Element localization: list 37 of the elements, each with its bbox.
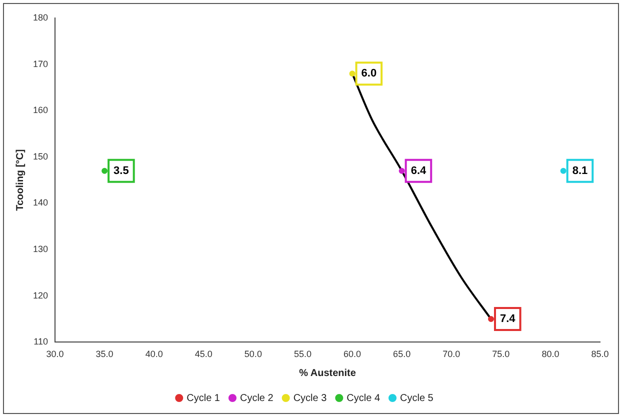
- legend-label: Cycle 3: [293, 392, 328, 404]
- annotation: 3.5: [114, 164, 129, 177]
- x-tick-label: 30.0: [46, 349, 64, 360]
- x-tick-label: 75.0: [492, 349, 510, 360]
- y-tick-label: 130: [32, 244, 48, 254]
- point: [488, 316, 494, 322]
- x-tick-label: 35.0: [96, 349, 114, 360]
- x-axis-title: % Austenite: [299, 368, 356, 379]
- x-tick-label: 50.0: [244, 349, 262, 360]
- x-tick-label: 80.0: [542, 349, 560, 360]
- point: [102, 168, 108, 174]
- point: [398, 168, 405, 174]
- annotation: 6.4: [410, 164, 427, 177]
- y-axis-title: Tcooling [°C]: [14, 149, 26, 211]
- legend-label: Cycle 1: [186, 392, 220, 404]
- x-tick-label: 70.0: [442, 349, 460, 360]
- y-tick-label: 140: [32, 198, 48, 208]
- annotation: 8.1: [572, 164, 588, 177]
- y-tick-label: 170: [32, 58, 48, 69]
- x-tick-label: 60.0: [344, 349, 362, 360]
- legend-label: Cycle 2: [240, 392, 274, 404]
- x-tick-label: 40.0: [145, 349, 163, 360]
- point: [560, 168, 566, 174]
- annotation: 6.0: [361, 68, 377, 80]
- point: [349, 70, 356, 77]
- y-tick-label: 180: [32, 12, 48, 22]
- x-tick-label: 55.0: [294, 349, 312, 360]
- x-tick-label: 85.0: [591, 349, 609, 360]
- y-tick-label: 110: [34, 336, 48, 347]
- x-tick-label: 45.0: [194, 349, 212, 360]
- x-tick-label: 65.0: [393, 349, 411, 360]
- legend-label: Cycle 4: [346, 392, 380, 404]
- legend-label: Cycle 5: [400, 392, 434, 404]
- y-tick-label: 160: [32, 105, 48, 116]
- y-tick-label: 120: [32, 290, 48, 300]
- annotation: 7.4: [500, 313, 516, 326]
- y-tick-label: 150: [32, 151, 48, 162]
